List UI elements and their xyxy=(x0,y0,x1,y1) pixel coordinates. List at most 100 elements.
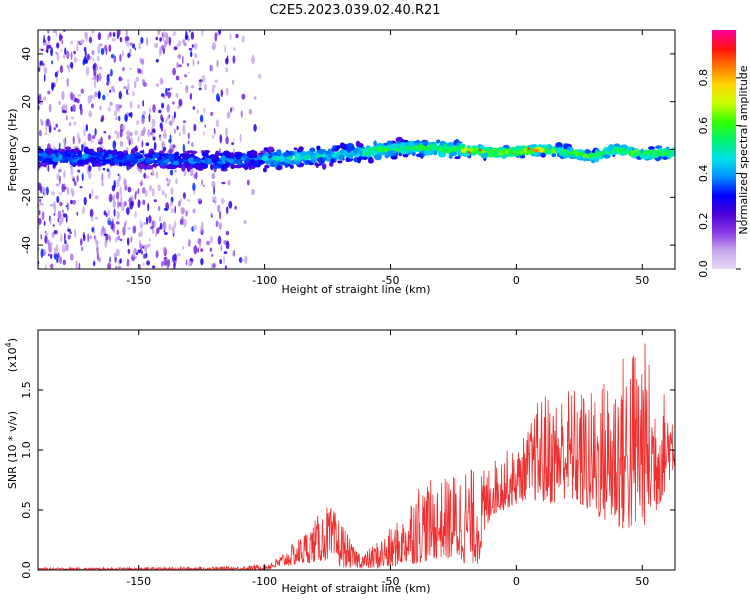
spectrogram-speckle xyxy=(70,187,74,194)
spectrogram-cell xyxy=(273,160,279,166)
spectrogram-speckle xyxy=(98,256,101,263)
spectrogram-speckle xyxy=(143,82,147,88)
snr-y-label: SNR (10 * v/v) xyxy=(6,411,19,489)
spectrogram-speckle xyxy=(59,65,64,74)
spectrogram-speckle xyxy=(188,71,190,75)
spectrogram-speckle xyxy=(192,58,195,67)
spectrogram-cell xyxy=(159,150,165,154)
spectrogram-speckle xyxy=(124,113,128,122)
spectrogram-x-tick-label: -50 xyxy=(382,274,400,287)
spectrogram-speckle xyxy=(107,33,110,41)
spectrogram-speckle xyxy=(203,108,206,114)
spectrogram-cell xyxy=(555,142,563,149)
snr-x-tick-label: -100 xyxy=(252,575,277,588)
spectrogram-speckle xyxy=(91,227,95,233)
spectrogram-speckle xyxy=(154,220,157,228)
spectrogram-cell xyxy=(423,149,432,156)
spectrogram-speckle xyxy=(144,244,148,253)
spectrogram-cell xyxy=(220,165,227,170)
spectrogram-speckle xyxy=(62,104,66,110)
spectrogram-speckle xyxy=(219,134,223,144)
spectrogram-speckle xyxy=(128,139,131,146)
spectrogram-cell xyxy=(174,154,179,161)
spectrogram-speckle xyxy=(55,51,58,55)
spectrogram-speckle xyxy=(169,134,172,144)
spectrogram-cell xyxy=(570,152,577,157)
spectrogram-speckle xyxy=(235,33,239,39)
spectrogram-speckle xyxy=(43,34,45,43)
spectrogram-speckle xyxy=(219,259,223,265)
spectrogram-speckle xyxy=(115,103,120,112)
spectrogram-speckle xyxy=(109,101,113,106)
spectrogram-speckle xyxy=(179,218,184,225)
spectrogram-speckle xyxy=(145,175,150,179)
spectrogram-speckle xyxy=(75,260,78,269)
spectrogram-speckle xyxy=(182,55,184,65)
spectrogram-speckle xyxy=(70,61,74,69)
spectrogram-cell xyxy=(152,163,159,167)
spectrogram-speckle xyxy=(47,44,52,49)
spectrogram-speckle xyxy=(127,186,132,193)
spectrogram-speckle xyxy=(108,44,112,53)
spectrogram-cell xyxy=(613,147,617,152)
spectrogram-speckle xyxy=(91,77,94,81)
spectrogram-speckle xyxy=(145,190,148,197)
spectrogram-speckle xyxy=(152,265,156,269)
spectrogram-speckle xyxy=(226,206,229,215)
spectrogram-speckle xyxy=(58,169,62,172)
spectrogram-speckle xyxy=(112,88,116,93)
spectrogram-speckle xyxy=(220,89,223,97)
spectrogram-speckle xyxy=(118,174,121,182)
spectrogram-cell xyxy=(293,147,298,151)
spectrogram-speckle xyxy=(200,248,204,253)
spectrogram-cell xyxy=(420,152,424,159)
spectrogram-speckle xyxy=(83,141,87,148)
spectrogram-cell xyxy=(604,148,608,155)
spectrogram-speckle xyxy=(107,262,111,269)
spectrogram-speckle xyxy=(217,235,222,245)
spectrogram-speckle xyxy=(220,197,225,205)
spectrogram-speckle xyxy=(155,83,160,87)
spectrogram-speckle xyxy=(126,258,130,267)
spectrogram-speckle xyxy=(92,63,96,71)
spectrogram-speckle xyxy=(102,167,106,171)
spectrogram-speckle xyxy=(158,109,162,114)
spectrogram-cell xyxy=(652,153,660,159)
spectrogram-cell xyxy=(233,158,240,164)
snr-x-label: Height of straight line (km) xyxy=(281,582,430,595)
spectrogram-speckle xyxy=(176,125,179,131)
spectrogram-speckle xyxy=(161,102,165,109)
spectrogram-speckle xyxy=(175,178,178,185)
spectrogram-speckle xyxy=(137,135,140,143)
spectrogram-cell xyxy=(468,147,474,153)
spectrogram-speckle xyxy=(164,207,168,211)
spectrogram-speckle xyxy=(241,258,245,262)
spectrogram-speckle xyxy=(134,191,138,195)
spectrogram-speckle xyxy=(119,128,123,138)
spectrogram-speckle xyxy=(56,173,60,181)
spectrogram-speckle xyxy=(45,124,48,132)
spectrogram-cell xyxy=(346,146,352,153)
spectrogram-speckle xyxy=(45,232,49,236)
spectrogram-speckle xyxy=(173,144,176,148)
spectrogram-cell xyxy=(551,148,556,154)
spectrogram-speckle xyxy=(231,79,235,85)
spectrogram-speckle xyxy=(142,100,145,107)
spectrogram-speckle xyxy=(225,67,229,73)
spectrogram-panel: -150 -100 -50 0 50 -40 -20 0 20 40 Height of str… xyxy=(6,29,676,296)
spectrogram-speckle xyxy=(228,200,233,209)
spectrogram-speckle xyxy=(169,169,174,176)
snr-x-tick-label: 0 xyxy=(513,575,520,588)
spectrogram-speckle xyxy=(40,248,44,258)
spectrogram-speckle xyxy=(163,246,167,254)
spectrogram-speckle xyxy=(85,124,89,132)
spectrogram-speckle xyxy=(100,47,105,56)
spectrogram-cell xyxy=(558,151,563,156)
spectrogram-speckle xyxy=(89,193,92,200)
spectrogram-speckle xyxy=(210,262,213,269)
spectrogram-speckle xyxy=(140,229,143,237)
spectrogram-speckle xyxy=(109,89,112,93)
spectrogram-cell xyxy=(184,152,191,158)
spectrogram-speckle xyxy=(148,215,152,224)
spectrogram-speckle xyxy=(182,143,185,153)
